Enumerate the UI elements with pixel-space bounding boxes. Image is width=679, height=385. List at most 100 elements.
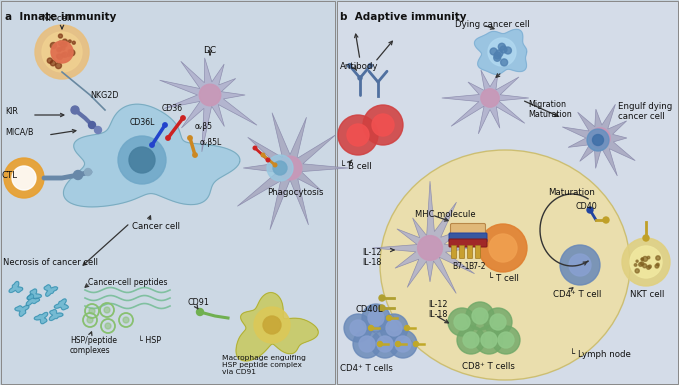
- Circle shape: [35, 25, 89, 79]
- Circle shape: [378, 341, 382, 346]
- FancyBboxPatch shape: [337, 1, 678, 384]
- Text: CTL: CTL: [2, 171, 18, 181]
- Circle shape: [448, 308, 476, 336]
- Circle shape: [642, 264, 646, 268]
- Circle shape: [475, 326, 503, 354]
- Circle shape: [369, 325, 373, 330]
- Circle shape: [590, 128, 610, 148]
- Circle shape: [166, 136, 170, 140]
- Circle shape: [368, 310, 384, 326]
- Polygon shape: [9, 281, 23, 293]
- Circle shape: [372, 114, 394, 136]
- Text: NKT cell: NKT cell: [630, 290, 664, 299]
- Text: └ B cell: └ B cell: [340, 162, 371, 171]
- Circle shape: [105, 323, 111, 329]
- Circle shape: [188, 136, 192, 140]
- Circle shape: [87, 317, 93, 323]
- Circle shape: [358, 76, 362, 80]
- Circle shape: [347, 124, 369, 146]
- Circle shape: [641, 258, 644, 260]
- Circle shape: [89, 308, 95, 314]
- Circle shape: [479, 224, 527, 272]
- Circle shape: [273, 163, 277, 167]
- Text: B7-2: B7-2: [468, 262, 485, 271]
- Text: └ Lymph node: └ Lymph node: [570, 348, 631, 359]
- Circle shape: [199, 84, 221, 106]
- Circle shape: [123, 317, 129, 323]
- Circle shape: [635, 269, 640, 273]
- Polygon shape: [238, 113, 348, 229]
- Circle shape: [494, 52, 501, 59]
- Text: IL-12
IL-18: IL-12 IL-18: [428, 300, 447, 320]
- Circle shape: [484, 308, 512, 336]
- Circle shape: [88, 122, 96, 129]
- Circle shape: [104, 307, 110, 313]
- Text: NKG2D: NKG2D: [90, 92, 119, 100]
- Circle shape: [379, 295, 385, 301]
- Polygon shape: [44, 285, 58, 296]
- Circle shape: [646, 266, 650, 270]
- Circle shape: [273, 161, 287, 175]
- Text: Engulf dying
cancer cell: Engulf dying cancer cell: [618, 102, 672, 121]
- Circle shape: [71, 106, 79, 114]
- Circle shape: [498, 43, 505, 50]
- FancyBboxPatch shape: [1, 1, 335, 384]
- Circle shape: [51, 41, 73, 63]
- Circle shape: [58, 41, 62, 45]
- Circle shape: [648, 265, 651, 268]
- Circle shape: [504, 47, 511, 54]
- Circle shape: [62, 39, 67, 44]
- Circle shape: [386, 315, 392, 320]
- Circle shape: [657, 263, 659, 266]
- FancyBboxPatch shape: [460, 246, 464, 258]
- Circle shape: [56, 54, 60, 58]
- Circle shape: [350, 320, 366, 336]
- Circle shape: [463, 332, 479, 348]
- Text: CD36: CD36: [162, 104, 183, 113]
- Circle shape: [647, 256, 650, 259]
- Circle shape: [363, 105, 403, 145]
- Circle shape: [569, 254, 591, 276]
- Circle shape: [371, 330, 399, 358]
- Polygon shape: [442, 70, 529, 134]
- Circle shape: [418, 236, 443, 260]
- Circle shape: [68, 50, 71, 53]
- Circle shape: [489, 234, 517, 262]
- Circle shape: [338, 115, 378, 155]
- Circle shape: [494, 54, 500, 61]
- FancyBboxPatch shape: [468, 246, 473, 258]
- Circle shape: [386, 320, 402, 336]
- Text: CD8⁺ T cells: CD8⁺ T cells: [462, 362, 515, 371]
- Circle shape: [60, 42, 66, 47]
- Circle shape: [500, 46, 507, 53]
- Circle shape: [368, 64, 372, 68]
- Circle shape: [348, 64, 352, 68]
- Circle shape: [377, 336, 393, 352]
- Circle shape: [62, 52, 68, 57]
- Circle shape: [643, 256, 648, 261]
- FancyBboxPatch shape: [475, 246, 481, 258]
- Circle shape: [57, 48, 61, 52]
- Circle shape: [481, 332, 497, 348]
- Text: Cancer-cell peptides: Cancer-cell peptides: [88, 278, 168, 287]
- Text: Cancer cell: Cancer cell: [132, 222, 180, 231]
- Polygon shape: [15, 305, 29, 316]
- Circle shape: [353, 330, 381, 358]
- Circle shape: [634, 264, 637, 266]
- Text: Phagocytosis: Phagocytosis: [267, 188, 323, 197]
- Text: a  Innate immunity: a Innate immunity: [5, 12, 116, 22]
- Circle shape: [12, 166, 36, 190]
- Circle shape: [267, 155, 293, 181]
- Circle shape: [492, 326, 520, 354]
- Text: MHC molecule: MHC molecule: [415, 210, 475, 219]
- Circle shape: [58, 48, 61, 51]
- Text: Maturation: Maturation: [548, 188, 595, 197]
- Polygon shape: [50, 310, 63, 320]
- Circle shape: [4, 158, 44, 198]
- Text: B7-1: B7-1: [452, 262, 469, 271]
- Text: Macrophage engulfing
HSP peptide complex
via CD91: Macrophage engulfing HSP peptide complex…: [222, 355, 306, 375]
- Circle shape: [253, 146, 257, 150]
- Circle shape: [655, 264, 659, 268]
- Circle shape: [643, 235, 649, 241]
- Circle shape: [457, 326, 485, 354]
